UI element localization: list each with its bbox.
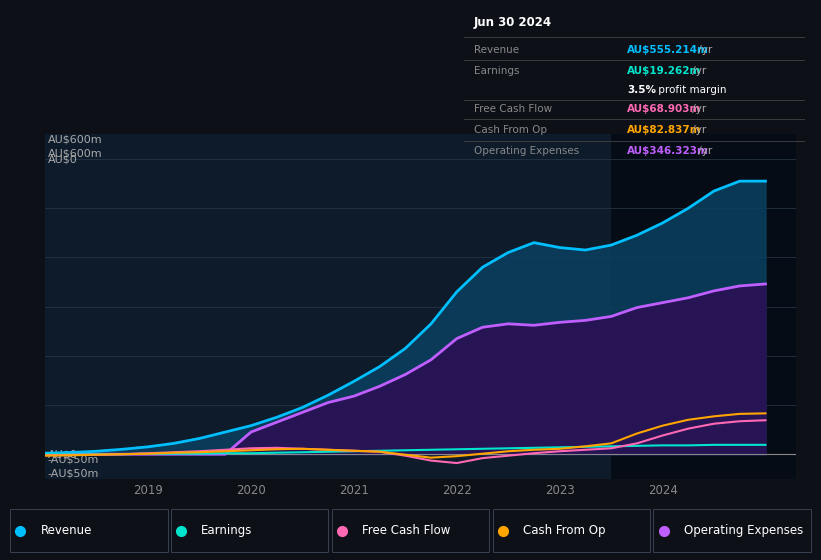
Text: /yr: /yr	[695, 45, 712, 55]
Text: Free Cash Flow: Free Cash Flow	[362, 524, 451, 537]
Text: Jun 30 2024: Jun 30 2024	[474, 16, 553, 29]
Bar	[611, 134, 796, 479]
Text: AU$68.903m: AU$68.903m	[627, 104, 702, 114]
Text: Operating Expenses: Operating Expenses	[684, 524, 803, 537]
Text: Free Cash Flow: Free Cash Flow	[474, 104, 553, 114]
Text: profit margin: profit margin	[654, 85, 726, 95]
Text: Cash From Op: Cash From Op	[474, 125, 547, 135]
Text: 3.5%: 3.5%	[627, 85, 657, 95]
Text: AU$82.837m: AU$82.837m	[627, 125, 702, 135]
Text: AU$555.214m: AU$555.214m	[627, 45, 709, 55]
Text: Earnings: Earnings	[201, 524, 253, 537]
Text: Revenue: Revenue	[40, 524, 92, 537]
Text: AU$0: AU$0	[48, 155, 77, 165]
Text: AU$0: AU$0	[48, 449, 77, 459]
Text: -AU$50m: -AU$50m	[48, 468, 99, 478]
Text: Operating Expenses: Operating Expenses	[474, 146, 580, 156]
Text: AU$600m: AU$600m	[48, 149, 102, 159]
Text: AU$600m: AU$600m	[48, 134, 102, 144]
Text: /yr: /yr	[689, 125, 706, 135]
Text: Revenue: Revenue	[474, 45, 519, 55]
Text: AU$346.323m: AU$346.323m	[627, 146, 709, 156]
Text: Cash From Op: Cash From Op	[523, 524, 606, 537]
Text: /yr: /yr	[689, 104, 706, 114]
Text: -AU$50m: -AU$50m	[48, 455, 99, 465]
Text: /yr: /yr	[689, 66, 706, 76]
Text: /yr: /yr	[695, 146, 712, 156]
Text: Earnings: Earnings	[474, 66, 520, 76]
Text: AU$19.262m: AU$19.262m	[627, 66, 702, 76]
